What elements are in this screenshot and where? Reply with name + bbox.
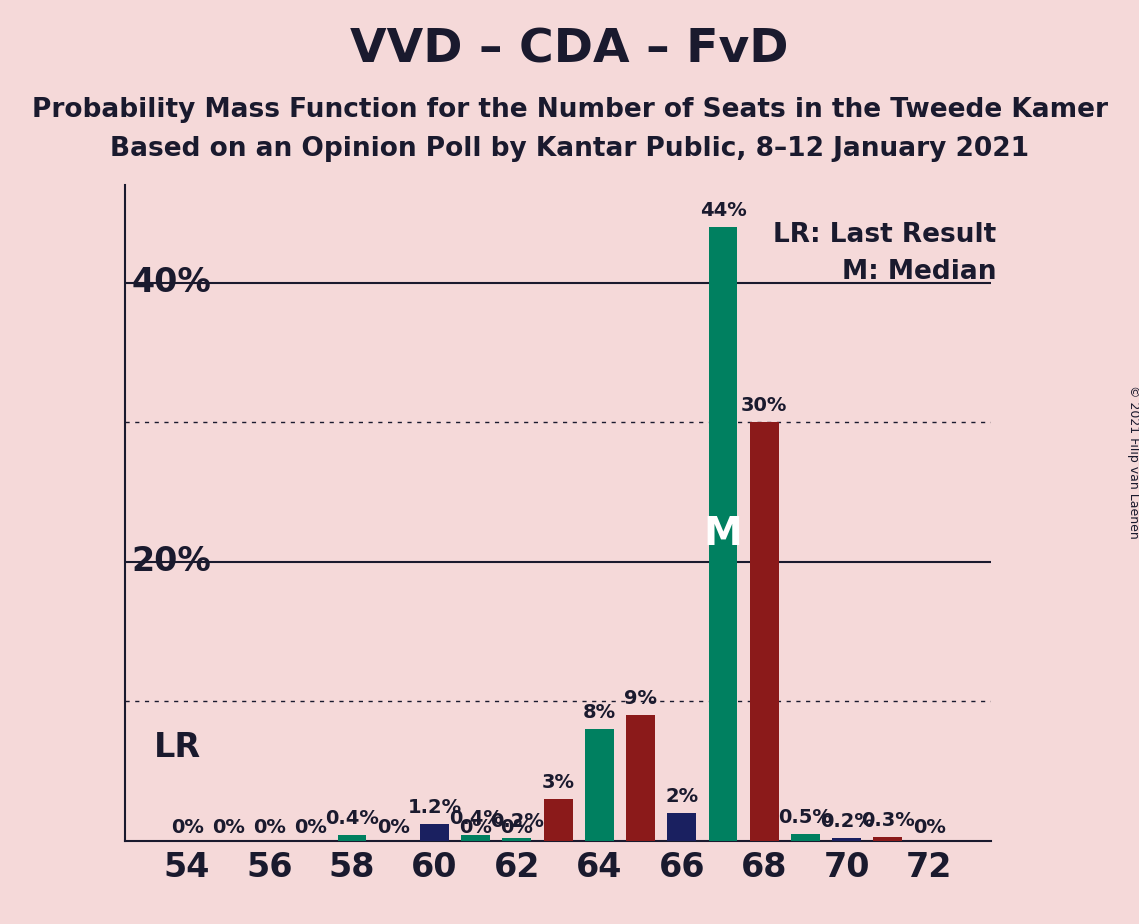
- Bar: [502, 838, 531, 841]
- Text: 0.5%: 0.5%: [778, 808, 833, 827]
- Bar: [461, 835, 490, 841]
- Text: 0.3%: 0.3%: [861, 810, 915, 830]
- Text: 0%: 0%: [377, 818, 410, 836]
- Text: 1.2%: 1.2%: [408, 798, 461, 817]
- Text: 40%: 40%: [131, 266, 211, 299]
- Text: Based on an Opinion Poll by Kantar Public, 8–12 January 2021: Based on an Opinion Poll by Kantar Publi…: [110, 136, 1029, 162]
- Text: LR: LR: [154, 731, 202, 764]
- Bar: [667, 813, 696, 841]
- Text: 8%: 8%: [583, 703, 616, 723]
- Text: 0.4%: 0.4%: [325, 809, 379, 828]
- Text: 0%: 0%: [212, 818, 245, 836]
- Bar: [626, 715, 655, 841]
- Bar: [790, 833, 820, 841]
- Text: 0.4%: 0.4%: [449, 809, 502, 828]
- Text: 9%: 9%: [624, 689, 657, 708]
- Text: 0%: 0%: [171, 818, 204, 836]
- Text: 2%: 2%: [665, 787, 698, 806]
- Text: 3%: 3%: [542, 773, 574, 792]
- Bar: [708, 226, 737, 841]
- Bar: [585, 729, 614, 841]
- Text: M: Median: M: Median: [842, 259, 997, 285]
- Bar: [833, 838, 861, 841]
- Text: M: M: [704, 515, 743, 553]
- Bar: [337, 835, 367, 841]
- Text: LR: Last Result: LR: Last Result: [773, 222, 997, 248]
- Text: VVD – CDA – FvD: VVD – CDA – FvD: [351, 28, 788, 73]
- Text: Probability Mass Function for the Number of Seats in the Tweede Kamer: Probability Mass Function for the Number…: [32, 97, 1107, 123]
- Text: 0%: 0%: [253, 818, 286, 836]
- Text: © 2021 Filip van Laenen: © 2021 Filip van Laenen: [1126, 385, 1139, 539]
- Text: 0%: 0%: [912, 818, 945, 836]
- Bar: [543, 799, 573, 841]
- Bar: [420, 824, 449, 841]
- Bar: [874, 836, 902, 841]
- Text: 0%: 0%: [500, 818, 533, 836]
- Text: 30%: 30%: [741, 396, 787, 415]
- Text: 0%: 0%: [459, 818, 492, 836]
- Text: 0%: 0%: [294, 818, 327, 836]
- Text: 0.2%: 0.2%: [820, 812, 874, 831]
- Text: 0.2%: 0.2%: [490, 812, 543, 831]
- Bar: [749, 422, 779, 841]
- Text: 44%: 44%: [699, 201, 746, 220]
- Text: 20%: 20%: [131, 545, 211, 578]
